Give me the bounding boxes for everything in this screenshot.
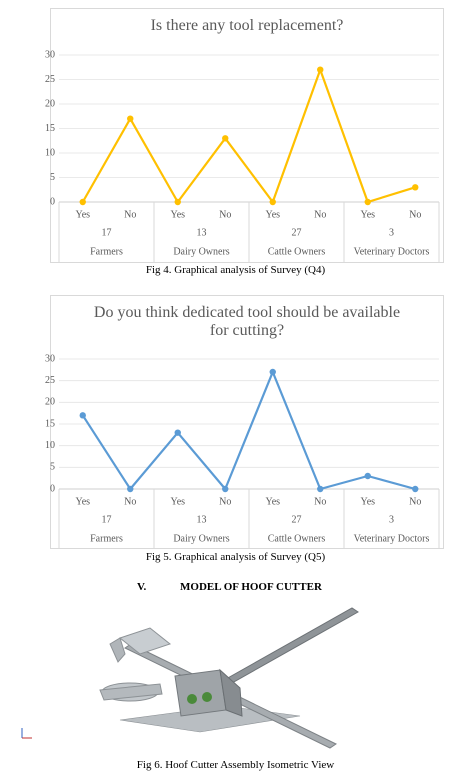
x-tick-label: No: [124, 209, 136, 220]
y-tick-label: 25: [45, 74, 55, 85]
group-count: 13: [197, 514, 207, 525]
y-tick-label: 25: [45, 375, 55, 386]
group-count: 3: [389, 227, 394, 238]
data-point: [79, 198, 86, 206]
section-title: MODEL OF HOOF CUTTER: [180, 581, 322, 593]
y-tick-label: 20: [45, 397, 55, 408]
y-tick-label: 0: [50, 483, 55, 494]
x-tick-label: Yes: [170, 496, 185, 507]
x-tick-label: Yes: [360, 496, 375, 507]
group-name: Dairy Owners: [173, 246, 229, 257]
data-point: [127, 485, 134, 493]
chart-title: Do you think dedicated tool should be av…: [93, 304, 401, 339]
group-name: Veterinary Doctors: [354, 533, 430, 544]
data-point: [269, 368, 276, 376]
y-tick-label: 30: [45, 353, 55, 364]
data-point: [317, 66, 324, 73]
x-tick-label: No: [409, 496, 421, 507]
data-line: [81, 68, 416, 204]
group-count: 13: [197, 227, 207, 238]
plot: 0 5 10 15 20 25 30 Yes No Yes No Yes No Yes No 17 Farmer…: [45, 49, 440, 262]
x-tick-label: No: [314, 209, 326, 220]
x-tick-label: Yes: [265, 496, 280, 507]
data-line: [81, 370, 416, 491]
x-tick-label: Yes: [170, 209, 185, 220]
x-tick-label: Yes: [75, 496, 90, 507]
group-name: Farmers: [90, 246, 123, 257]
data-point: [364, 198, 371, 206]
y-tick-label: 20: [45, 98, 55, 109]
x-tick-label: No: [219, 496, 231, 507]
group-count: 27: [292, 514, 302, 525]
group-count: 17: [102, 514, 112, 525]
group-count: 17: [102, 227, 112, 238]
data-point: [222, 485, 229, 493]
data-point: [174, 429, 181, 436]
chart: 0 5 10 15 20 25 30 Yes No Yes No Yes No Yes No 17 Farmer…: [45, 295, 444, 549]
chart: 0 5 10 15 20 25 30 Yes No Yes No Yes No Yes No 17 Farmer…: [45, 8, 444, 263]
caption: Fig 6. Hoof Cutter Assembly Isometric Vi…: [136, 759, 335, 771]
y-tick-label: 5: [50, 462, 55, 473]
plot: 0 5 10 15 20 25 30 Yes No Yes No Yes No Yes No 17 Farmer…: [45, 353, 440, 549]
x-tick-label: Yes: [265, 209, 280, 220]
x-tick-label: No: [314, 496, 326, 507]
group-count: 3: [389, 514, 394, 525]
y-tick-label: 15: [45, 418, 55, 429]
data-point: [317, 485, 324, 493]
data-point: [412, 184, 419, 191]
chart-title: Is there any tool replacement?: [150, 17, 344, 34]
data-point: [269, 198, 276, 206]
group-name: Veterinary Doctors: [354, 246, 430, 257]
data-point: [412, 485, 419, 493]
group-name: Cattle Owners: [268, 246, 326, 257]
data-point: [127, 115, 134, 122]
x-tick-label: No: [409, 209, 421, 220]
data-point: [174, 198, 181, 206]
data-point: [79, 412, 86, 419]
y-tick-label: 0: [50, 196, 55, 207]
group-name: Dairy Owners: [173, 533, 229, 544]
group-name: Farmers: [90, 533, 123, 544]
y-tick-label: 10: [45, 440, 55, 451]
x-tick-label: No: [219, 209, 231, 220]
x-tick-label: Yes: [360, 209, 375, 220]
y-tick-label: 30: [45, 49, 55, 60]
data-point: [364, 472, 371, 480]
y-tick-label: 5: [50, 172, 55, 183]
group-name: Cattle Owners: [268, 533, 326, 544]
x-tick-label: Yes: [75, 209, 90, 220]
group-count: 27: [292, 227, 302, 238]
section-number: V.: [137, 581, 147, 593]
data-point: [222, 135, 229, 142]
y-tick-label: 15: [45, 123, 55, 134]
model-image: [21, 607, 359, 749]
caption: Fig 5. Graphical analysis of Survey (Q5): [145, 551, 326, 563]
y-tick-label: 10: [45, 147, 55, 158]
x-tick-label: No: [124, 496, 136, 507]
caption: Fig 4. Graphical analysis of Survey (Q4): [145, 264, 326, 276]
